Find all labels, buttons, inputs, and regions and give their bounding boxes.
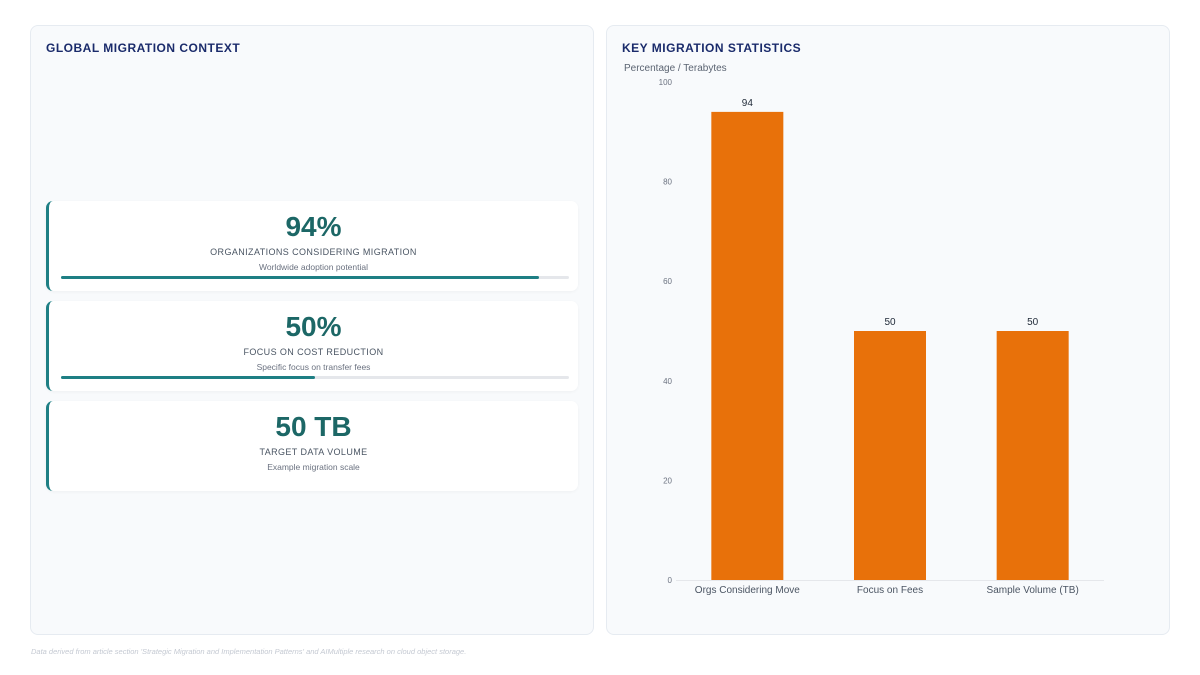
y-tick-label: 40	[663, 377, 672, 386]
panel-title: GLOBAL MIGRATION CONTEXT	[46, 41, 241, 55]
stat-value: 50 TB	[275, 411, 352, 442]
data-label: 50	[884, 317, 896, 328]
stat-card-migration: 94% ORGANIZATIONS CONSIDERING MIGRATION …	[46, 201, 578, 291]
bar	[854, 331, 926, 580]
stat-subtitle: Example migration scale	[267, 462, 360, 472]
stat-card-data-volume: 50 TB TARGET DATA VOLUME Example migrati…	[46, 401, 578, 491]
x-tick-label: Orgs Considering Move	[695, 585, 800, 596]
progress-fill	[61, 376, 315, 379]
stat-card-cost-reduction: 50% FOCUS ON COST REDUCTION Specific foc…	[46, 301, 578, 391]
stat-label: ORGANIZATIONS CONSIDERING MIGRATION	[210, 247, 417, 257]
y-tick-label: 0	[668, 576, 673, 585]
bar	[996, 331, 1069, 580]
y-tick-label: 100	[659, 78, 673, 87]
progress-bar	[61, 276, 569, 279]
global-migration-context-panel: GLOBAL MIGRATION CONTEXT 94% ORGANIZATIO…	[30, 25, 594, 635]
y-tick-label: 80	[663, 178, 672, 187]
x-tick-label: Focus on Fees	[857, 585, 923, 596]
stat-label: TARGET DATA VOLUME	[259, 447, 368, 457]
chart-title: KEY MIGRATION STATISTICS	[622, 41, 802, 55]
stat-value: 50%	[285, 311, 342, 342]
y-tick-label: 20	[663, 476, 672, 485]
x-tick-label: Sample Volume (TB)	[987, 585, 1079, 596]
stat-subtitle: Worldwide adoption potential	[259, 262, 368, 272]
data-label: 94	[742, 98, 754, 109]
bar	[711, 111, 784, 580]
progress-fill	[61, 276, 539, 279]
stat-value: 94%	[285, 211, 342, 242]
y-axis-title: Percentage / Terabytes	[624, 63, 727, 74]
progress-bar	[61, 376, 569, 379]
stat-label: FOCUS ON COST REDUCTION	[243, 347, 384, 357]
stat-subtitle: Specific focus on transfer fees	[256, 362, 371, 372]
bar-chart: Percentage / Terabytes 0 20 40 60 80 100 94 Orgs…	[624, 63, 1104, 596]
footnote: Data derived from article section 'Strat…	[31, 647, 467, 656]
data-label: 50	[1027, 317, 1039, 328]
y-tick-label: 60	[663, 277, 672, 286]
